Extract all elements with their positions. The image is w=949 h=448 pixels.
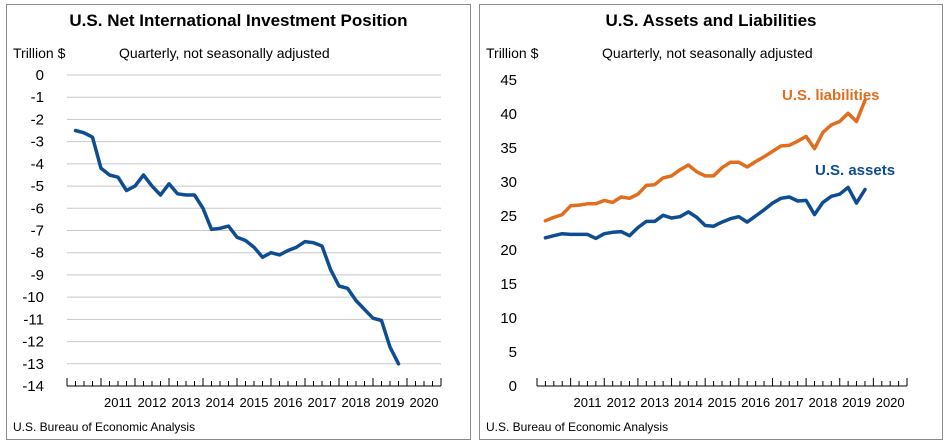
y-tick-label: 0 [36,67,44,84]
y-tick-label: -11 [23,311,44,328]
x-tick-label: 2015 [240,395,269,410]
y-tick-label: -2 [31,111,44,128]
y-tick-label: 45 [500,72,517,89]
y-tick-label: -1 [31,89,44,106]
x-tick-label: 2012 [138,395,167,410]
y-tick-label: 40 [500,106,517,123]
y-tick-label: 15 [500,276,517,293]
x-tick-label: 2020 [876,395,905,410]
source-note: U.S. Bureau of Economic Analysis [486,420,669,434]
x-tick-label: 2011 [573,395,601,410]
y-tick-label: 0 [509,378,517,395]
chart-subtitle: Quarterly, not seasonally adjusted [119,45,330,61]
y-tick-label: -4 [31,156,44,173]
x-tick-label: 2016 [274,395,303,410]
x-tick-label: 2014 [674,395,703,410]
x-tick-label: 2014 [206,395,235,410]
y-tick-label: -3 [31,134,44,151]
y-tick-label: 35 [500,140,517,157]
chart-title: U.S. Assets and Liabilities [605,11,817,30]
y-tick-label: -14 [22,378,44,395]
x-tick-label: 2017 [308,395,337,410]
x-tick-label: 2018 [808,395,837,410]
y-tick-label: -6 [31,200,44,217]
x-tick-label: 2012 [607,395,636,410]
x-tick-label: 2019 [376,395,405,410]
series-label: U.S. assets [815,162,895,179]
y-axis-unit: Trillion $ [13,45,66,61]
series-label: U.S. liabilities [782,87,880,104]
series-line-0-0 [73,128,401,366]
x-tick-label: 2013 [640,395,669,410]
x-tick-label: 2018 [342,395,371,410]
x-tick-label: 2015 [708,395,737,410]
y-tick-label: -10 [22,289,44,306]
y-tick-label: -13 [22,356,44,373]
chart-panel-assets-liabilities: U.S. Assets and Liabilities Trillion $ Q… [479,4,943,440]
chart-panel-niip: U.S. Net International Investment Positi… [6,4,471,440]
y-tick-label: 10 [500,310,517,327]
x-tick-label: 2019 [842,395,871,410]
chart-subtitle: Quarterly, not seasonally adjusted [602,45,813,61]
x-tick-label: 2020 [410,395,439,410]
y-tick-label: 30 [500,174,517,191]
y-tick-label: -8 [31,245,44,262]
y-tick-label: 20 [500,242,517,259]
series-line-1-1 [543,185,867,241]
chart-title: U.S. Net International Investment Positi… [69,11,408,30]
y-tick-label: -7 [31,223,44,240]
y-axis-unit: Trillion $ [486,45,539,61]
source-note: U.S. Bureau of Economic Analysis [13,420,196,434]
x-tick-label: 2011 [104,395,132,410]
series-line-1-0 [543,98,867,223]
y-tick-label: -5 [31,178,44,195]
niip-line-chart: 0 -1 -2 -3 -4 -5 -6 -7 -8 -9 -10 -11 -12 -13 -14 2011 20… [22,67,442,410]
x-tick-label: 2017 [775,395,804,410]
y-tick-label: 25 [500,208,517,225]
y-tick-label: -9 [31,267,44,284]
y-tick-label: -12 [22,334,44,351]
y-tick-label: 5 [509,344,517,361]
x-tick-label: 2013 [172,395,201,410]
x-tick-label: 2016 [741,395,770,410]
